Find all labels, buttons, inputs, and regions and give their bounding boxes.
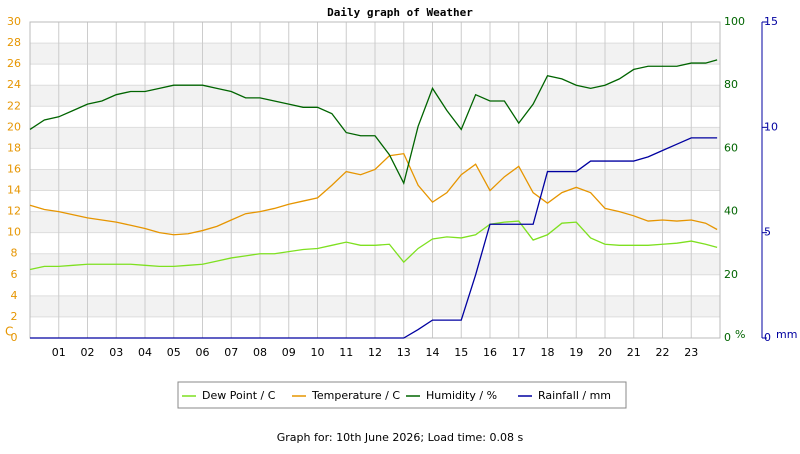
legend-label: Humidity / % — [426, 389, 497, 402]
x-tick-label: 02 — [81, 346, 95, 359]
y3-tick-label: 10 — [764, 120, 778, 133]
y3-tick-label: 15 — [764, 15, 778, 28]
x-tick-label: 20 — [598, 346, 612, 359]
x-tick-label: 17 — [512, 346, 526, 359]
y-tick-label: 14 — [7, 184, 21, 197]
x-tick-label: 12 — [368, 346, 382, 359]
legend-label: Rainfall / mm — [538, 389, 611, 402]
y-tick-label: 2 — [11, 310, 18, 323]
x-tick-label: 19 — [569, 346, 583, 359]
y-tick-label: 28 — [7, 36, 21, 49]
x-tick-label: 13 — [397, 346, 411, 359]
y2-axis-label: % — [735, 328, 745, 341]
y3-tick-label: 5 — [764, 226, 771, 239]
x-tick-label: 11 — [339, 346, 353, 359]
x-tick-label: 09 — [282, 346, 296, 359]
series-line — [29, 220, 718, 271]
y2-tick-label: 0 — [724, 331, 731, 344]
x-tick-label: 23 — [684, 346, 698, 359]
x-tick-label: 16 — [483, 346, 497, 359]
x-tick-label: 08 — [253, 346, 267, 359]
y3-tick-label: 0 — [764, 331, 771, 344]
y2-tick-label: 40 — [724, 205, 738, 218]
x-tick-label: 05 — [167, 346, 181, 359]
series-line — [29, 152, 718, 236]
footer: Graph for: 10th June 2026; Load time: 0.… — [277, 431, 524, 444]
y-tick-label: 8 — [11, 247, 18, 260]
series-line — [30, 137, 718, 339]
x-tick-label: 21 — [627, 346, 641, 359]
y-tick-label: 22 — [7, 99, 21, 112]
y-tick-label: 0 — [11, 331, 18, 344]
legend-box — [177, 381, 627, 409]
y-tick-label: 10 — [7, 226, 21, 239]
y-tick-label: 12 — [7, 205, 21, 218]
y3-axis-label: mm — [776, 328, 797, 341]
x-tick-label: 10 — [311, 346, 325, 359]
x-tick-label: 04 — [138, 346, 152, 359]
y-tick-label: 18 — [7, 141, 21, 154]
x-tick-label: 06 — [196, 346, 210, 359]
legend-label: Dew Point / C — [202, 389, 276, 402]
y-tick-label: 26 — [7, 57, 21, 70]
y2-tick-label: 60 — [724, 141, 738, 154]
y-tick-label: 30 — [7, 15, 21, 28]
y2-tick-label: 100 — [724, 15, 745, 28]
x-tick-label: 01 — [52, 346, 66, 359]
x-tick-label: 18 — [541, 346, 555, 359]
x-tick-label: 15 — [454, 346, 468, 359]
y2-tick-label: 80 — [724, 78, 738, 91]
y2-tick-label: 20 — [724, 268, 738, 281]
y-tick-label: 20 — [7, 120, 21, 133]
chart-title: Daily graph of Weather — [327, 6, 473, 19]
y-tick-label: 6 — [11, 268, 18, 281]
y-axis-label: C — [5, 325, 13, 339]
y-tick-label: 24 — [7, 78, 21, 91]
series-line — [29, 59, 718, 186]
legend-label: Temperature / C — [311, 389, 400, 402]
x-tick-label: 07 — [224, 346, 238, 359]
y-tick-label: 16 — [7, 162, 21, 175]
x-tick-label: 14 — [426, 346, 440, 359]
y-tick-label: 4 — [11, 289, 18, 302]
x-tick-label: 22 — [656, 346, 670, 359]
x-tick-label: 03 — [109, 346, 123, 359]
